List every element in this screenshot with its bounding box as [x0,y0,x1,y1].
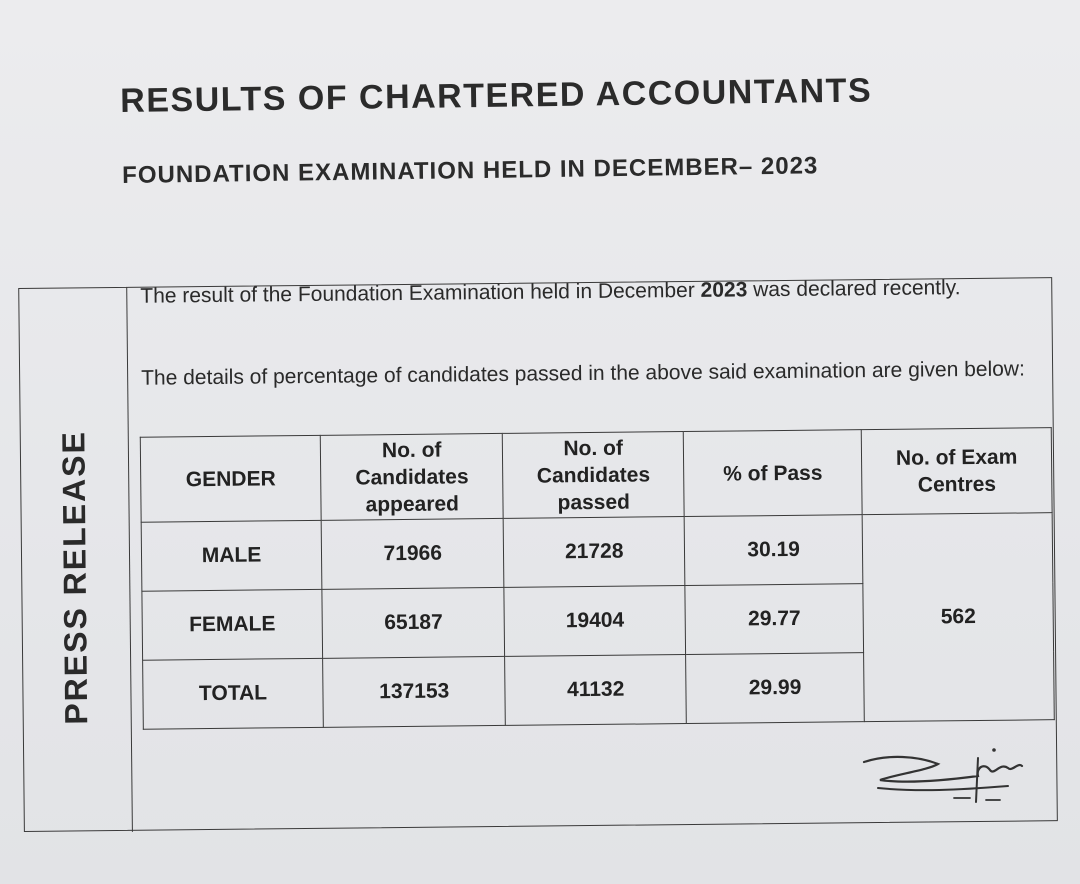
cell-exam-centres: 562 [862,512,1055,722]
intro-text-end: was declared recently. [747,276,961,302]
cell-gender: MALE [141,520,322,592]
intro-year: 2023 [700,278,748,302]
cell-pass-percent: 30.19 [684,514,864,586]
press-release-label: PRESS RELEASE [55,429,95,725]
intro-text-start: The result of the Foundation Examination… [140,278,701,308]
table-header-row: GENDER No. of Candidates appeared No. of… [140,427,1053,523]
cell-appeared: 137153 [322,656,506,728]
cell-gender: TOTAL [142,658,324,730]
cell-gender: FEMALE [141,589,323,661]
header-passed: No. of Candidates passed [502,431,685,519]
header-pass-percent: % of Pass [683,429,863,517]
cell-appeared: 71966 [321,518,505,590]
cell-passed: 19404 [504,585,686,657]
cell-pass-percent: 29.77 [684,583,864,655]
header-appeared: No. of Candidates appeared [320,433,504,521]
cell-pass-percent: 29.99 [685,652,865,724]
cell-passed: 41132 [505,654,687,726]
cell-appeared: 65187 [321,587,506,659]
table-row: MALE 71966 21728 30.19 562 [141,512,1055,722]
cell-passed: 21728 [503,516,685,588]
side-column: PRESS RELEASE [18,286,133,833]
results-table: GENDER No. of Candidates appeared No. of… [140,427,1055,730]
header-gender: GENDER [140,435,322,523]
signature-image [862,748,1024,803]
header-exam-centres: No. of Exam Centres [861,427,1053,515]
